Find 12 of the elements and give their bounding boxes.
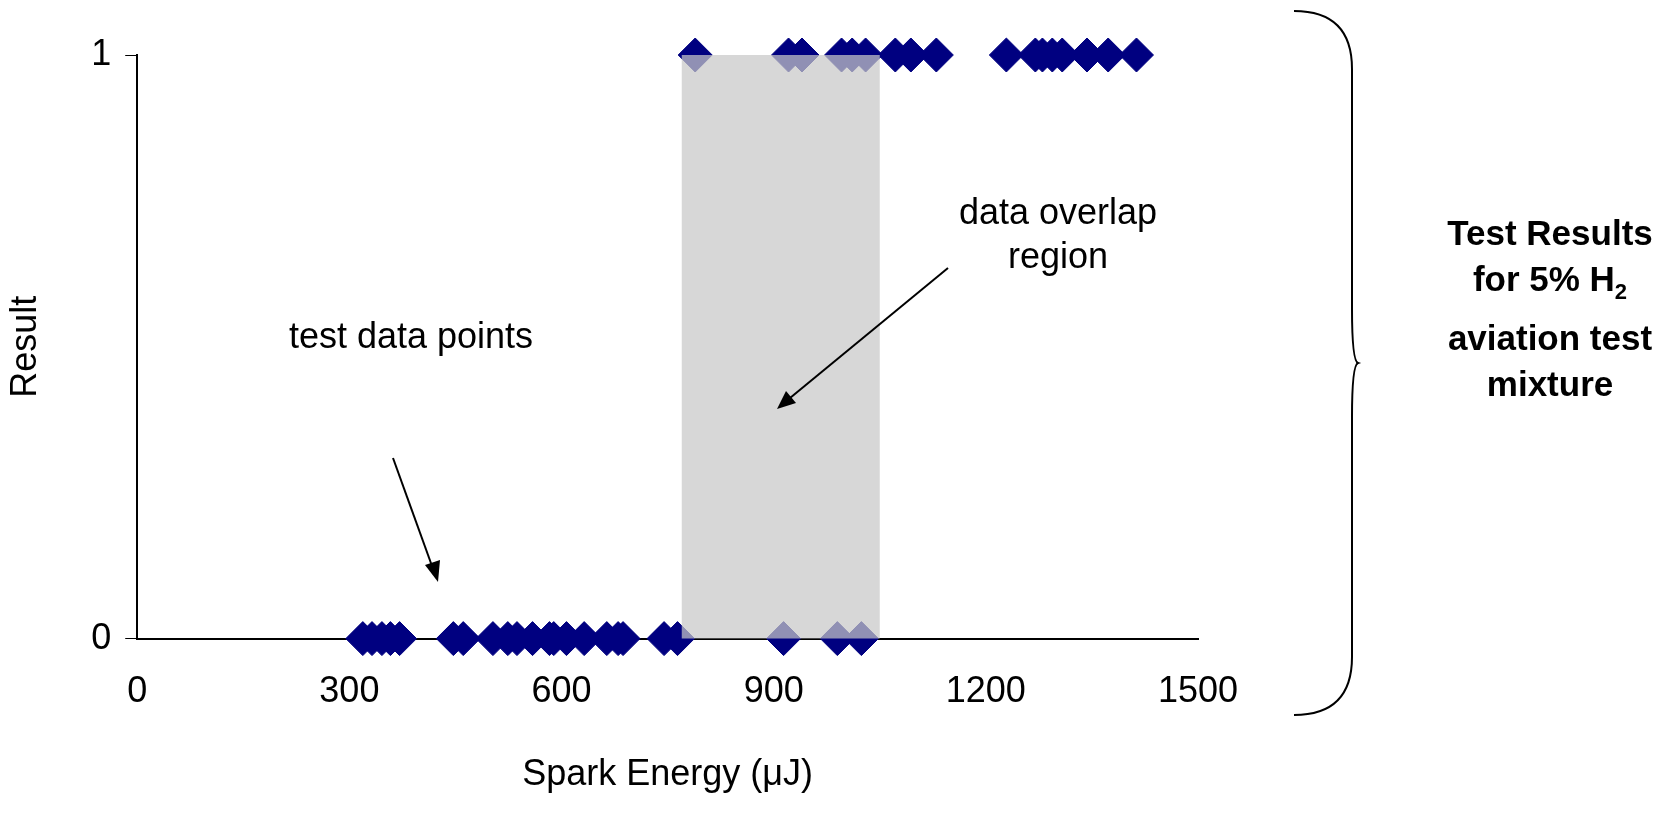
x-tick-label: 300 [319,669,380,711]
text: Test Results for 5% H$_{2}$ aviation test mixture [1446,212,1654,405]
x-tick-label: 600 [531,669,592,711]
y-axis-title: Result [2,295,44,398]
x-axis-title: Spark Energy (μJ) [522,752,814,794]
annotation: data overlap region [957,190,1159,278]
x-tick-label: 1500 [1157,669,1239,711]
y-tick-label: 1 [91,31,112,73]
x-tick-label: 1200 [945,669,1026,711]
x-tick-label: 0 [127,669,148,711]
annotation: test data points [287,314,535,358]
x-tick-label: 900 [743,669,804,711]
